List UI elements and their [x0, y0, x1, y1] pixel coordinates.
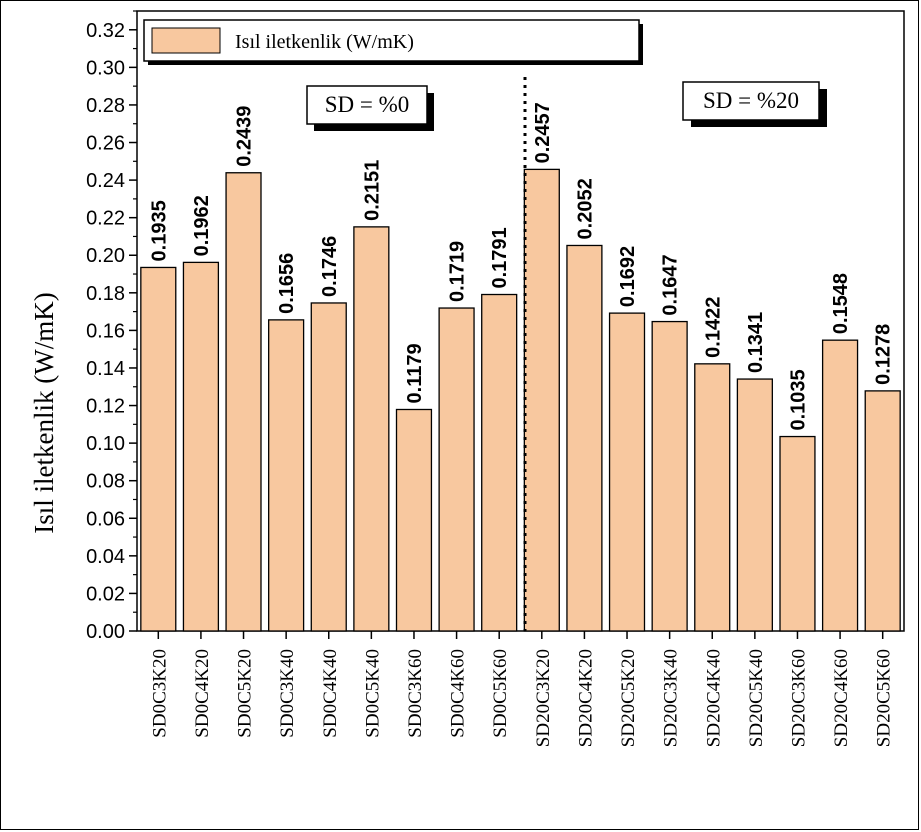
x-tick-label-SD20C3K60: SD20C3K60 — [788, 649, 809, 747]
x-tick-label-SD0C4K40: SD0C4K40 — [320, 649, 341, 738]
y-tick-label: 0.28 — [86, 95, 125, 117]
y-tick-label: 0.20 — [86, 245, 125, 267]
bar-SD0C4K60 — [439, 308, 474, 631]
y-tick-label: 0.06 — [86, 508, 125, 530]
group-label-sd0-text: SD = %0 — [325, 92, 410, 117]
x-tick-label-SD0C3K20: SD0C3K20 — [149, 649, 170, 738]
x-tick-label-SD20C3K40: SD20C3K40 — [661, 649, 682, 747]
y-tick-label: 0.04 — [86, 546, 125, 568]
data-label-SD0C4K60: 0.1719 — [447, 241, 469, 302]
x-tick-label-SD0C3K40: SD0C3K40 — [277, 649, 298, 738]
bars — [141, 169, 900, 631]
y-tick-label: 0.14 — [86, 358, 125, 380]
data-label-SD20C5K60: 0.1278 — [873, 324, 895, 385]
data-label-SD0C5K20: 0.2439 — [234, 106, 256, 167]
bar-SD20C3K20 — [524, 169, 559, 631]
bar-SD0C5K60 — [482, 295, 517, 631]
bar-SD20C5K60 — [865, 391, 900, 631]
data-label-SD0C3K60: 0.1179 — [404, 343, 426, 403]
x-tick-label-SD20C4K60: SD20C4K60 — [831, 649, 852, 747]
bar-SD0C3K20 — [141, 267, 176, 631]
data-label-SD20C4K60: 0.1548 — [830, 273, 852, 334]
x-tick-label-SD0C4K60: SD0C4K60 — [448, 649, 469, 738]
y-tick-label: 0.08 — [86, 471, 125, 493]
bar-SD20C4K40 — [695, 364, 730, 631]
x-tick-label-SD20C4K40: SD20C4K40 — [703, 649, 724, 747]
data-label-SD20C4K20: 0.2052 — [574, 178, 596, 239]
x-axis: SD0C3K20 SD0C4K20 SD0C5K20 SD0C3K40 SD0C4K40… — [149, 631, 894, 747]
data-label-SD0C4K20: 0.1962 — [191, 195, 213, 256]
x-tick-label-SD0C3K60: SD0C3K60 — [405, 649, 426, 738]
y-tick-label: 0.02 — [86, 583, 125, 605]
bar-SD0C5K40 — [354, 227, 389, 631]
data-label-SD20C5K20: 0.1692 — [617, 246, 639, 307]
y-axis-title: Isıl iletkenlik (W/mK) — [29, 292, 59, 533]
y-axis: 0.00 0.02 0.04 0.06 0.08 0.10 0.12 0.14 0.16 0.18… — [86, 11, 137, 643]
x-tick-label-SD20C5K20: SD20C5K20 — [618, 649, 639, 747]
legend-swatch — [152, 28, 220, 53]
data-label-SD0C4K40: 0.1746 — [319, 236, 341, 297]
y-tick-label: 0.30 — [86, 57, 125, 79]
bar-SD0C4K40 — [311, 303, 346, 631]
group-label-sd20: SD = %20 — [683, 82, 827, 127]
y-tick-label: 0.16 — [86, 320, 125, 342]
x-tick-label-SD20C3K20: SD20C3K20 — [533, 649, 554, 747]
y-tick-label: 0.00 — [86, 621, 125, 643]
bar-SD20C4K20 — [567, 245, 602, 631]
bar-SD20C5K20 — [610, 313, 645, 631]
y-tick-label: 0.32 — [86, 20, 125, 42]
x-tick-label-SD20C5K40: SD20C5K40 — [746, 649, 767, 747]
bar-SD20C3K60 — [780, 437, 815, 631]
bar-SD0C3K60 — [397, 409, 432, 631]
x-tick-label-SD0C5K40: SD0C5K40 — [362, 649, 383, 738]
data-label-SD20C5K40: 0.1341 — [745, 312, 767, 373]
bar-SD0C4K20 — [183, 262, 218, 631]
x-tick-label-SD0C5K20: SD0C5K20 — [235, 649, 256, 738]
data-label-SD0C3K40: 0.1656 — [276, 253, 298, 314]
bar-SD0C3K40 — [269, 320, 304, 631]
y-tick-label: 0.24 — [86, 170, 125, 192]
data-label-SD0C3K20: 0.1935 — [148, 200, 170, 261]
x-tick-label-SD0C4K20: SD0C4K20 — [192, 649, 213, 738]
y-tick-label: 0.10 — [86, 433, 125, 455]
data-label-SD20C3K60: 0.1035 — [787, 369, 809, 430]
y-tick-label: 0.18 — [86, 283, 125, 305]
bar-SD20C3K40 — [652, 322, 687, 631]
x-tick-label-SD0C5K60: SD0C5K60 — [490, 649, 511, 738]
y-tick-label: 0.26 — [86, 133, 125, 155]
group-label-sd0: SD = %0 — [307, 86, 434, 131]
legend: Isıl iletkenlik (W/mK) — [144, 20, 643, 65]
data-label-SD0C5K40: 0.2151 — [361, 160, 383, 221]
bar-SD20C5K40 — [737, 379, 772, 631]
y-tick-label: 0.12 — [86, 396, 125, 418]
legend-label: Isıl iletkenlik (W/mK) — [235, 31, 414, 53]
y-tick-label: 0.22 — [86, 208, 125, 230]
data-label-SD20C4K40: 0.1422 — [702, 297, 724, 358]
x-tick-label-SD20C5K60: SD20C5K60 — [874, 649, 895, 747]
data-label-SD0C5K60: 0.1791 — [489, 227, 511, 288]
group-label-sd20-text: SD = %20 — [703, 88, 799, 113]
bar-SD20C4K60 — [823, 340, 858, 631]
data-label-SD20C3K40: 0.1647 — [660, 254, 682, 315]
data-label-SD20C3K20: 0.2457 — [532, 102, 554, 163]
bar-SD0C5K20 — [226, 173, 261, 631]
x-tick-label-SD20C4K20: SD20C4K20 — [575, 649, 596, 747]
